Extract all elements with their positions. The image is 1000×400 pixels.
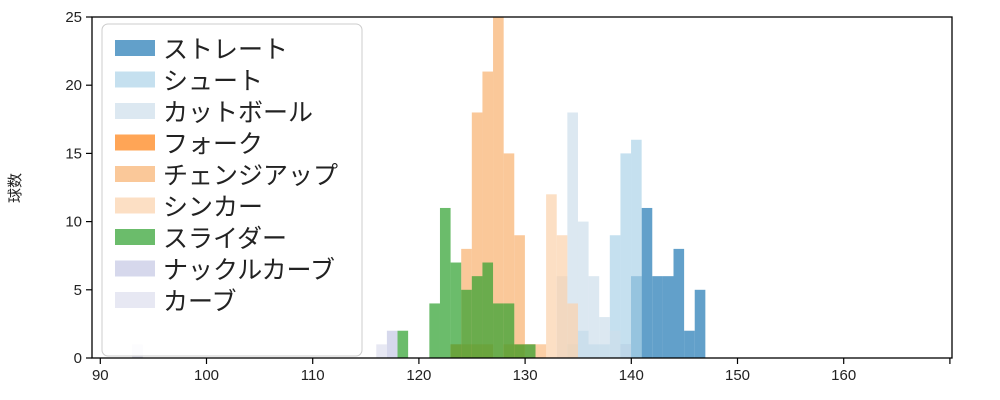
svg-text:ストレート: ストレート (163, 36, 288, 64)
svg-text:90: 90 (92, 367, 109, 384)
svg-text:球数: 球数 (7, 173, 24, 203)
svg-text:5: 5 (74, 282, 82, 299)
svg-text:10: 10 (65, 214, 82, 231)
svg-text:チェンジアップ: チェンジアップ (163, 162, 338, 190)
svg-text:シュート: シュート (163, 68, 263, 96)
svg-text:0: 0 (74, 350, 82, 367)
svg-text:110: 110 (301, 367, 325, 384)
svg-text:15: 15 (65, 145, 82, 162)
svg-text:150: 150 (725, 367, 750, 384)
svg-text:フォーク: フォーク (163, 131, 263, 159)
svg-text:25: 25 (65, 9, 82, 26)
svg-text:ナックルカーブ: ナックルカーブ (163, 257, 335, 285)
svg-text:カットボール: カットボール (163, 99, 313, 127)
svg-text:100: 100 (194, 367, 219, 384)
svg-text:130: 130 (513, 367, 538, 384)
svg-text:140: 140 (619, 367, 644, 384)
svg-text:カーブ: カーブ (163, 288, 237, 316)
svg-text:スライダー: スライダー (163, 225, 287, 253)
svg-text:20: 20 (65, 77, 82, 94)
svg-text:シンカー: シンカー (163, 194, 263, 222)
svg-text:160: 160 (831, 367, 856, 384)
svg-text:120: 120 (406, 367, 431, 384)
